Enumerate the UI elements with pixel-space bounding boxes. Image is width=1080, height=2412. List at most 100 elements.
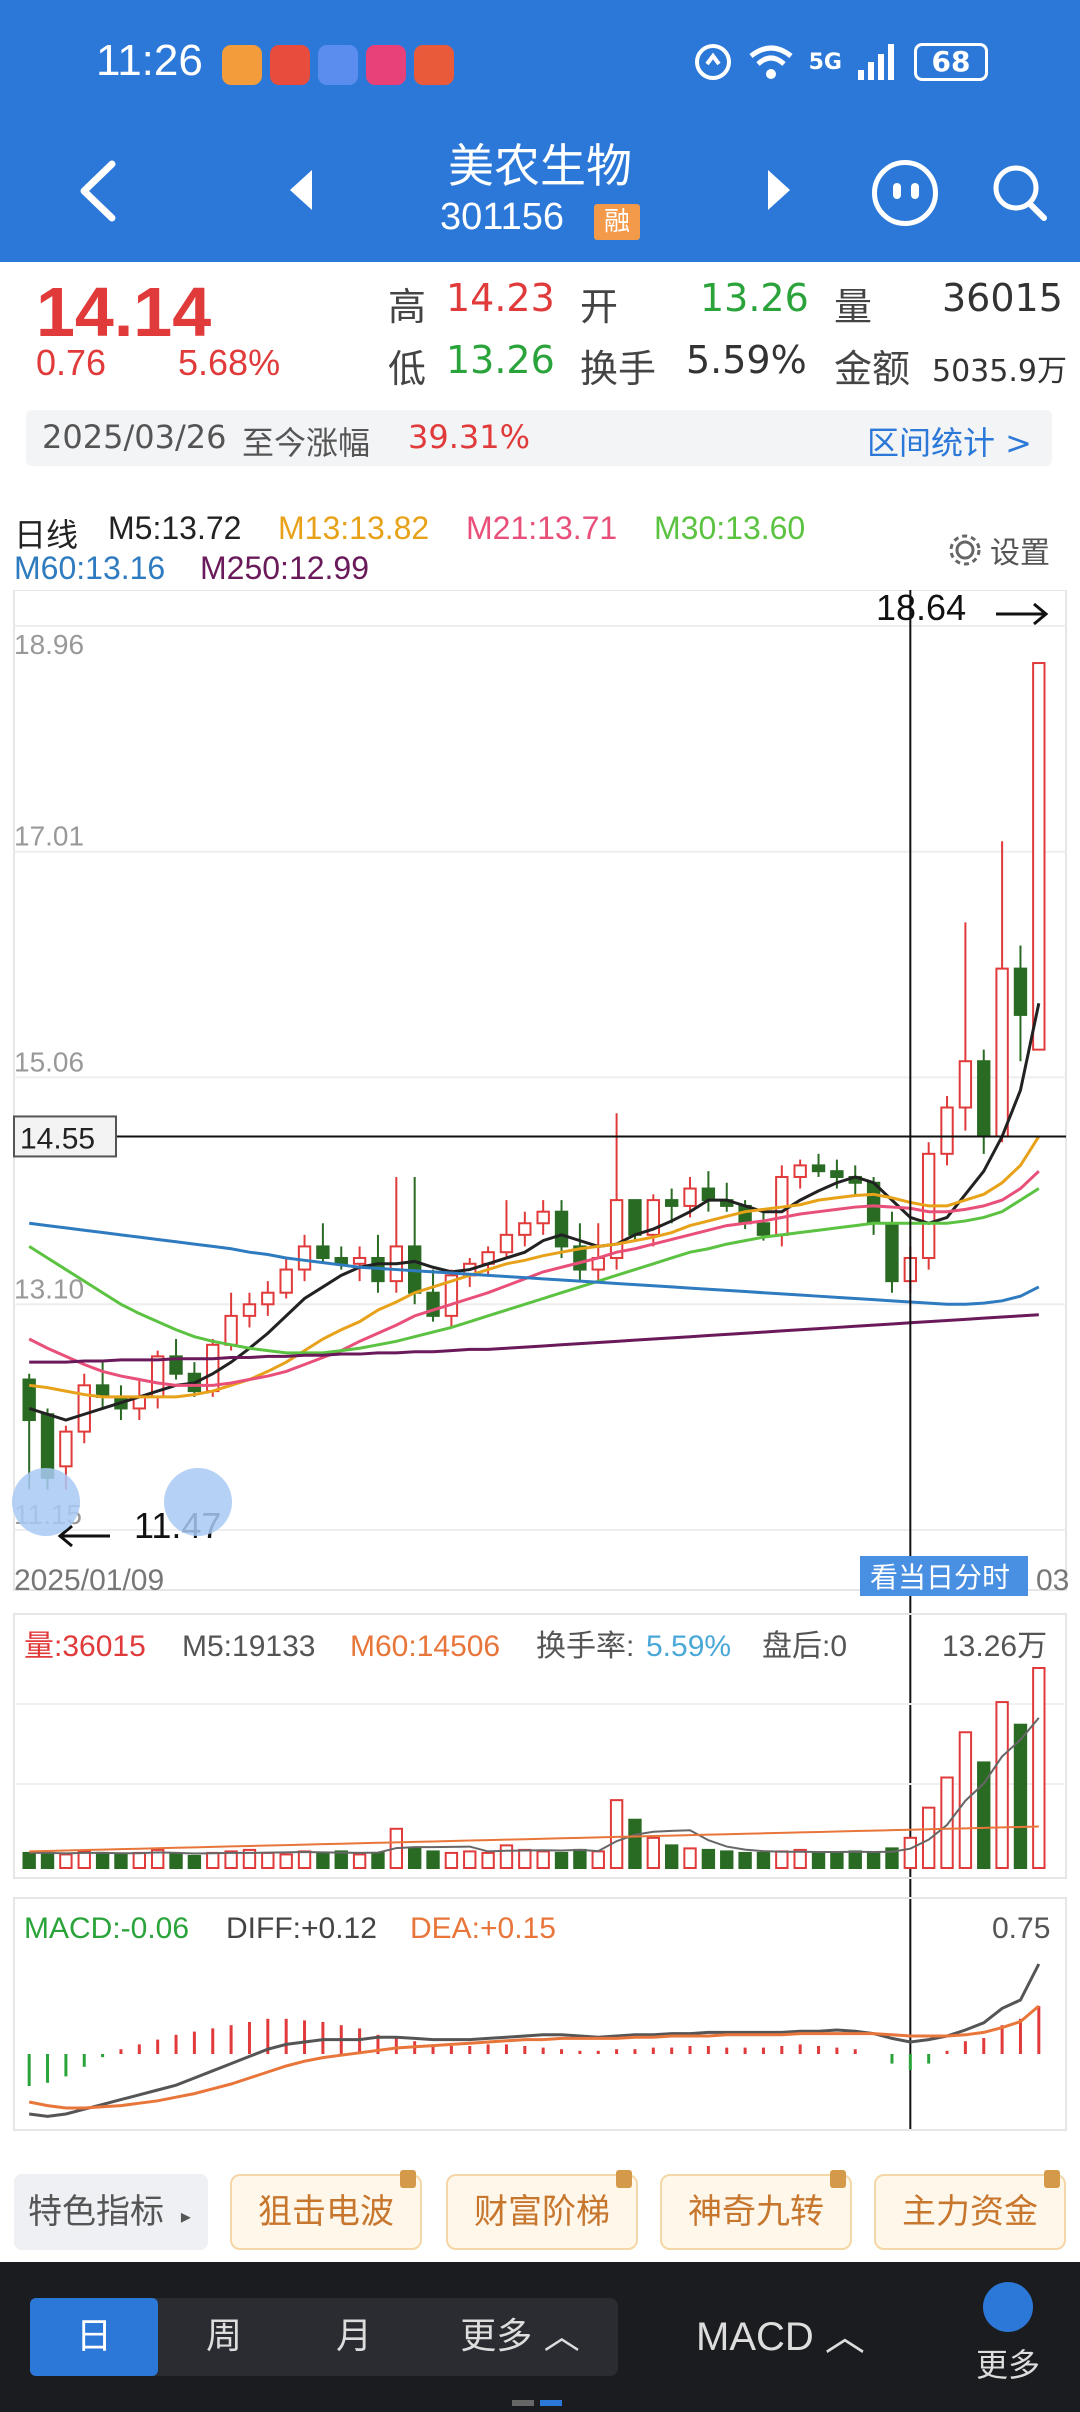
search-icon[interactable] xyxy=(990,160,1050,226)
candle-up xyxy=(444,1274,459,1317)
volume-bar xyxy=(224,1850,238,1869)
since-label: 至今涨幅 xyxy=(242,424,371,462)
volume-bar xyxy=(426,1850,440,1869)
ma13-value: M13:13.82 xyxy=(278,510,430,546)
volume-bar xyxy=(279,1853,293,1869)
candle-up xyxy=(499,1233,514,1254)
volume-bar xyxy=(334,1850,348,1869)
settings-button[interactable]: 设置 xyxy=(948,528,1050,572)
volume-value: 36015 xyxy=(942,276,1063,320)
ma-line-m60 xyxy=(28,1221,1040,1306)
feature-button-2[interactable]: 神奇九转 xyxy=(660,2170,852,2250)
intraday-button-label: 看当日分时 xyxy=(870,1561,1010,1594)
volume-bar xyxy=(811,1851,826,1869)
low-marker-arrow xyxy=(57,1524,110,1548)
volume-ma60-line xyxy=(29,1825,1039,1853)
tab-more-periods[interactable]: 更多 ︿ xyxy=(460,2316,580,2357)
feature-label[interactable]: 特色指标 ▸ xyxy=(14,2174,208,2250)
candle-down xyxy=(628,1199,642,1236)
tab-day[interactable]: 日 xyxy=(30,2298,158,2376)
feature-button-label: 神奇九转 xyxy=(688,2192,824,2232)
volume-bar xyxy=(591,1850,605,1869)
ma-line-m13 xyxy=(28,1135,1041,1399)
volume-bar xyxy=(59,1853,73,1869)
start-date-label: 2025/01/09 xyxy=(14,1564,164,1597)
feature-button-label: 狙击电波 xyxy=(258,2192,394,2232)
feature-button-label: 财富阶梯 xyxy=(474,2192,610,2232)
prev-stock-icon[interactable] xyxy=(286,168,316,212)
open-value: 13.26 xyxy=(700,276,809,320)
volume-legend-item: 盘后:0 xyxy=(762,1630,847,1663)
next-stock-icon[interactable] xyxy=(764,168,794,212)
candle-up xyxy=(297,1245,312,1271)
crosshair-price-label: 14.55 xyxy=(20,1122,95,1155)
more-icon xyxy=(983,2282,1033,2332)
candle-up xyxy=(683,1187,697,1207)
volume-bar xyxy=(738,1851,752,1869)
turnover-value: 5.59% xyxy=(686,338,807,382)
diff-value-label: DIFF:+0.12 xyxy=(226,1912,377,1945)
stock-name: 美农生物 xyxy=(448,139,632,193)
volume-bar xyxy=(22,1851,36,1869)
since-bar: 2025/03/26 至今涨幅 39.31% 区间统计 > xyxy=(26,410,1052,466)
page-indicator xyxy=(512,2400,562,2406)
feature-button-0[interactable]: 狙击电波 xyxy=(230,2170,422,2250)
stock-chart[interactable]: 18.9617.0115.0613.1011.1518.6411.4714.55… xyxy=(0,590,1080,2140)
candle-down xyxy=(664,1199,679,1207)
battery-indicator: 68 xyxy=(914,43,988,81)
period-label: 日线 xyxy=(14,517,79,553)
signal-icon xyxy=(858,44,894,80)
volume-bar xyxy=(866,1851,881,1869)
high-marker-label: 18.64 xyxy=(876,590,966,628)
volume-bar xyxy=(352,1853,367,1869)
candle-up xyxy=(242,1303,257,1317)
lock-icon xyxy=(616,2170,632,2188)
volume-bar xyxy=(481,1851,495,1869)
volume-legend-item: M60:14506 xyxy=(350,1630,500,1663)
bottom-toolbar: 日 周 月 更多 ︿ MACD ︿ 更多 xyxy=(0,2262,1080,2412)
candle-down xyxy=(756,1222,771,1236)
volume-bar xyxy=(940,1776,954,1870)
app-icon-5 xyxy=(414,45,454,85)
intraday-button xyxy=(860,1556,1028,1596)
tab-month[interactable]: 月 xyxy=(335,2316,372,2357)
volume-bar xyxy=(830,1851,844,1869)
ma60-value: M60:13.16 xyxy=(14,550,166,586)
volume-bar xyxy=(720,1850,734,1869)
volume-bar xyxy=(793,1848,807,1870)
volume-ma5-line xyxy=(29,1717,1040,1855)
feature-button-3[interactable]: 主力资金 xyxy=(874,2170,1066,2250)
more-button[interactable]: 更多 xyxy=(968,2282,1048,2402)
amount-label: 金额 xyxy=(834,347,911,391)
feature-button-1[interactable]: 财富阶梯 xyxy=(446,2170,638,2250)
volume-bar xyxy=(95,1851,110,1869)
open-label: 开 xyxy=(580,285,619,329)
dea-line xyxy=(28,2004,1040,2110)
candle-up xyxy=(352,1256,367,1265)
ma-legend: 日线 M5:13.72 M13:13.82 M21:13.71 M30:13.6… xyxy=(0,500,1080,590)
volume-bar xyxy=(150,1848,165,1870)
notification-icons xyxy=(222,45,454,85)
volume-bar xyxy=(646,1836,661,1870)
back-icon[interactable] xyxy=(70,156,130,226)
candle-down xyxy=(1013,967,1028,1016)
feature-button-label: 主力资金 xyxy=(902,2192,1038,2232)
price-change-pct: 5.68% xyxy=(178,342,281,383)
volume-bar xyxy=(664,1844,679,1870)
candle-up xyxy=(59,1430,73,1468)
caret-right-icon: ▸ xyxy=(180,2204,191,2228)
indicator-selector[interactable]: MACD ︿ xyxy=(696,2315,865,2359)
lock-icon xyxy=(400,2170,416,2188)
candle-up xyxy=(958,1060,973,1109)
volume-bar xyxy=(701,1848,716,1870)
volume-bar xyxy=(242,1848,257,1870)
app-icon-3 xyxy=(318,45,358,85)
range-stats-link[interactable]: 区间统计 > xyxy=(867,424,1032,462)
volume-legend-item: 量:36015 xyxy=(24,1630,146,1663)
assistant-icon[interactable] xyxy=(872,160,938,226)
price-tick-label: 18.96 xyxy=(14,629,84,660)
chart-area[interactable]: 18.9617.0115.0613.1011.1518.6411.4714.55… xyxy=(0,590,1080,2140)
clock: 11:26 xyxy=(96,36,203,85)
tab-week[interactable]: 周 xyxy=(205,2316,242,2357)
low-label: 低 xyxy=(388,347,427,391)
